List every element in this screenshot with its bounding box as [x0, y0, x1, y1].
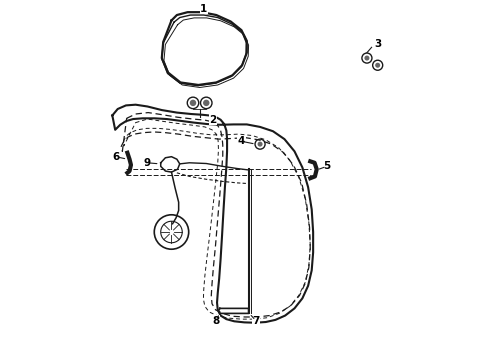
Circle shape: [365, 55, 369, 60]
Text: 6: 6: [112, 152, 120, 162]
Circle shape: [190, 100, 196, 106]
Text: 4: 4: [238, 136, 245, 146]
Text: 8: 8: [212, 316, 219, 325]
Text: 1: 1: [200, 4, 207, 14]
Text: 7: 7: [252, 316, 259, 325]
Text: 9: 9: [144, 158, 151, 168]
Circle shape: [258, 141, 263, 147]
Text: 2: 2: [209, 115, 217, 125]
Circle shape: [375, 63, 380, 68]
Circle shape: [203, 100, 210, 106]
Text: 5: 5: [323, 161, 330, 171]
Text: 3: 3: [375, 40, 382, 49]
